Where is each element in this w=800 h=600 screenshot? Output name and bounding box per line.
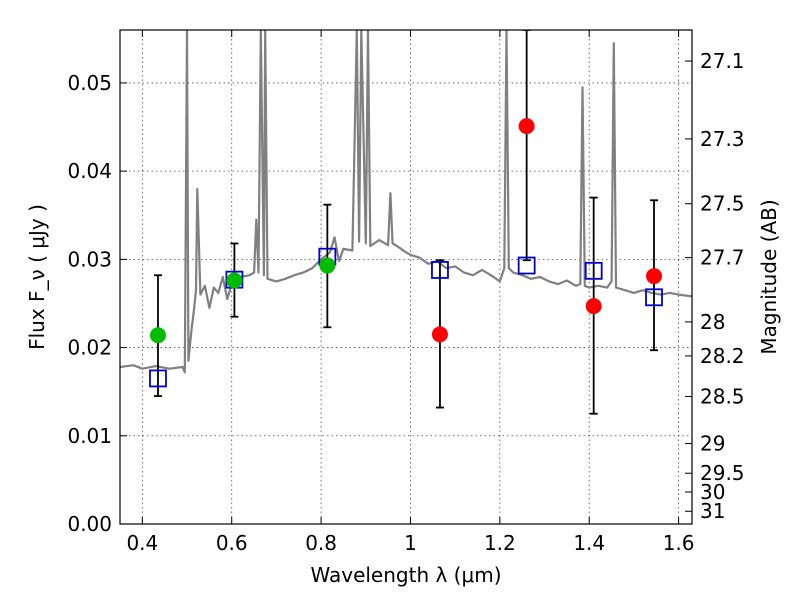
y-tick-label: 0.03 [67,247,112,271]
detected-flux-point [226,272,243,289]
detected-flux-point [319,257,336,274]
y-axis-label: Flux F_ν ( μJy ) [25,204,49,350]
magnitude-tick-label: 29.5 [700,461,745,485]
y-tick-label: 0.05 [67,71,112,95]
x-tick-label: 0.6 [216,531,248,555]
magnitude-tick-label: 27.3 [700,127,745,151]
plot-frame [119,29,693,525]
magnitude-tick-label: 31 [700,499,725,523]
model-flux-square [645,288,663,307]
ticks-layer: 0.4 0.6 0.8 1 1.2 1.4 1.6 0.00 0.01 0.02 0.03 0.04 0… [67,30,745,555]
magnitude-tick-label: 28.5 [700,384,745,408]
magnitude-tick-label: 27.5 [700,192,745,216]
y-tick-label: 0.01 [67,424,112,448]
magnitude-axis-label: Magnitude (AB) [757,199,781,354]
model-flux-square [149,369,167,388]
spectrum-layer [120,30,692,374]
x-tick-label: 1.4 [573,531,605,555]
low-sn-flux-point [585,298,602,315]
low-sn-flux-point [518,118,535,135]
magnitude-tick-label: 27.7 [700,246,745,270]
x-tick-label: 1 [404,531,417,555]
magnitude-tick-label: 30 [700,480,725,504]
y-tick-label: 0.04 [67,159,112,183]
magnitude-tick-label: 28 [700,310,725,334]
low-sn-flux-point [431,326,448,343]
magnitude-tick-label: 28.2 [700,344,745,368]
marks-layer [149,30,663,415]
model-flux-square [431,261,449,279]
magnitude-tick-label: 29 [700,432,725,456]
model-flux-square [517,256,536,275]
x-tick-label: 0.8 [305,531,337,555]
x-axis-label: Wavelength λ (μm) [310,563,501,587]
detected-flux-point [149,327,166,344]
x-tick-label: 1.6 [663,531,695,555]
x-tick-label: 1.2 [484,531,516,555]
low-sn-flux-point [646,268,663,285]
y-tick-label: 0.02 [67,336,112,360]
sed-spectrum-line [120,30,692,374]
magnitude-tick-label: 27.1 [700,49,745,73]
model-flux-square [584,261,603,280]
x-tick-label: 0.4 [126,531,158,555]
y-tick-label: 0.00 [67,512,112,536]
